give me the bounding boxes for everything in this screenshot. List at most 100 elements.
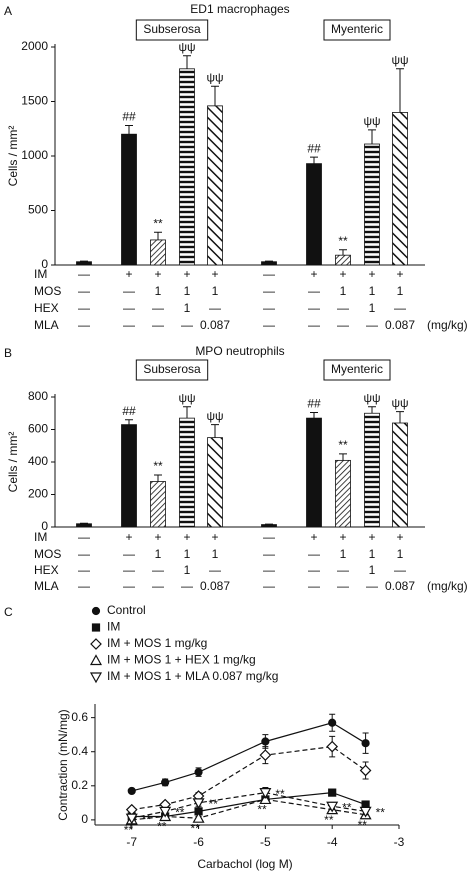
treatment-level: + <box>154 530 161 544</box>
treatment-level: — <box>181 318 193 332</box>
y-tick-label: 800 <box>28 389 48 403</box>
group-box <box>323 359 391 381</box>
treatment-level: — <box>181 579 193 593</box>
significance-label: ψψ <box>178 40 195 54</box>
treatment-level: + <box>125 267 132 281</box>
marker <box>159 806 172 818</box>
treatment-level: — <box>366 318 378 332</box>
treatment-level: — <box>308 284 320 298</box>
treatment-level: — <box>123 301 135 315</box>
treatment-level: — <box>78 547 90 561</box>
group-label: Myenteric <box>331 362 383 376</box>
significance-label: ** <box>376 806 386 820</box>
significance-label: ** <box>324 813 334 827</box>
error-bar <box>80 260 88 262</box>
marker <box>361 739 370 748</box>
y-tick-label: 0.2 <box>71 778 88 792</box>
treatment-level: + <box>339 267 346 281</box>
treatment-level: 0.087 <box>385 318 415 332</box>
treatment-level: 1 <box>184 547 191 561</box>
y-axis-label: Cells / mm² <box>6 126 20 187</box>
bar <box>179 417 195 528</box>
treatment-level: — <box>123 563 135 577</box>
treatment-level: + <box>310 530 317 544</box>
series-line <box>131 798 366 821</box>
panel-label: A <box>4 4 12 18</box>
treatment-level: — <box>394 563 406 577</box>
treatment-level: 1 <box>155 547 162 561</box>
significance-label: ** <box>157 820 167 834</box>
significance-label: ** <box>153 459 163 473</box>
treatment-level: — <box>123 547 135 561</box>
treatment-level: 1 <box>369 563 376 577</box>
treatment-level: — <box>152 318 164 332</box>
x-axis-label: Carbachol (log M) <box>197 857 292 871</box>
marker <box>359 806 372 818</box>
significance-label: ** <box>209 797 219 811</box>
treatment-level: + <box>339 530 346 544</box>
treatment-level: — <box>337 579 349 593</box>
significance-label: ψψ <box>363 391 380 405</box>
treatment-level: — <box>78 579 90 593</box>
treatment-level: 1 <box>369 284 376 298</box>
significance-label: ## <box>122 404 136 418</box>
treatment-level: — <box>123 318 135 332</box>
legend-label: IM + MOS 1 mg/kg <box>107 636 207 650</box>
marker <box>192 811 205 823</box>
marker <box>127 786 136 796</box>
y-tick-label: 0.6 <box>71 710 88 724</box>
error-bar <box>125 419 133 425</box>
significance-label: ## <box>122 110 136 124</box>
marker <box>328 788 337 797</box>
bar <box>76 523 92 528</box>
treatment-level: + <box>396 530 403 544</box>
treatment-name: IM <box>34 267 47 281</box>
bar <box>121 133 137 266</box>
bar <box>150 481 166 528</box>
legend-label: IM <box>107 620 120 634</box>
y-tick-label: 400 <box>28 454 48 468</box>
group-box <box>135 359 209 381</box>
treatment-level: — <box>263 284 275 298</box>
y-tick-label: 1500 <box>21 94 48 108</box>
significance-label: ψψ <box>206 70 223 84</box>
treatment-name: HEX <box>34 563 59 577</box>
significance-label: ψψ <box>391 53 408 67</box>
treatment-name: HEX <box>34 301 59 315</box>
bar <box>150 239 166 266</box>
significance-label: ** <box>153 216 163 230</box>
error-bar <box>154 474 162 482</box>
significance-label: ** <box>191 821 201 835</box>
chart-title: MPO neutrophils <box>195 344 284 358</box>
significance-label: ** <box>338 234 348 248</box>
treatment-name: MLA <box>34 579 59 593</box>
treatment-level: 1 <box>184 284 191 298</box>
treatment-level: — <box>308 563 320 577</box>
bar <box>335 459 351 528</box>
treatment-level: + <box>368 267 375 281</box>
treatment-level: 1 <box>212 547 219 561</box>
treatment-level: — <box>78 530 90 544</box>
treatment-level: — <box>123 284 135 298</box>
group-box <box>135 19 209 41</box>
treatment-level: 1 <box>340 547 347 561</box>
unit-label: (mg/kg) <box>427 318 468 332</box>
treatment-level: — <box>78 563 90 577</box>
treatment-level: — <box>263 563 275 577</box>
marker <box>192 798 205 810</box>
treatment-name: MOS <box>34 284 61 298</box>
marker <box>359 764 372 777</box>
significance-label: ## <box>307 397 321 411</box>
treatment-level: 0.087 <box>200 318 230 332</box>
treatment-level: — <box>209 563 221 577</box>
x-tick-label: -7 <box>126 835 137 849</box>
error-bar <box>310 156 318 164</box>
treatment-name: MLA <box>34 318 59 332</box>
bar <box>392 422 408 528</box>
legend-marker <box>91 623 101 632</box>
legend-marker <box>89 672 103 684</box>
treatment-level: — <box>337 563 349 577</box>
group-label: Myenteric <box>331 22 383 36</box>
y-axis-label: Contraction (mN/mg) <box>56 709 70 820</box>
significance-label: ψψ <box>363 114 380 128</box>
